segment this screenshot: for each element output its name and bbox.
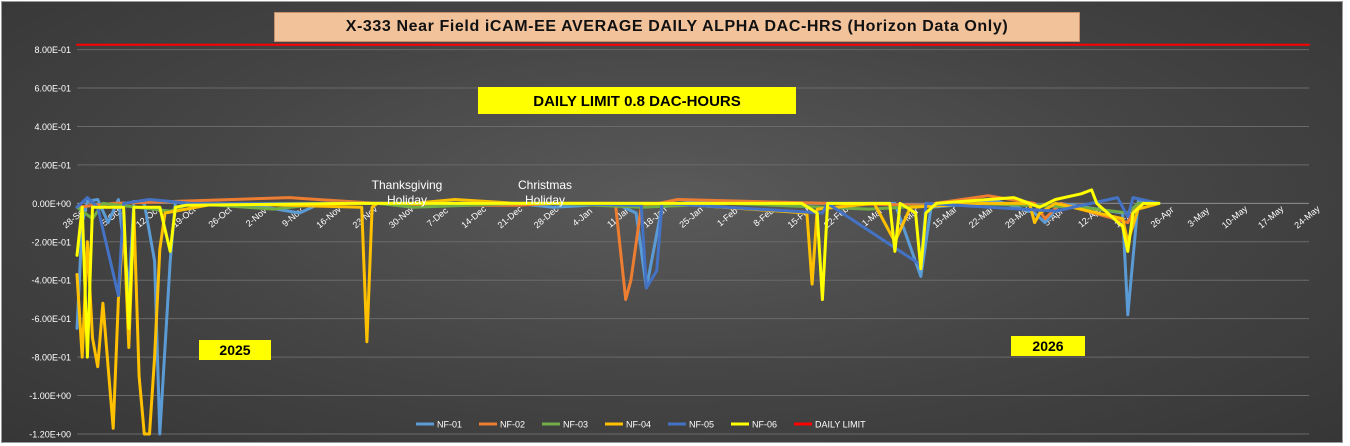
annotation-box — [1011, 336, 1085, 356]
annotation-label: 2026 — [1032, 338, 1063, 354]
series-line-nf-05 — [75, 196, 1161, 298]
x-tick-label: 26-Apr — [1149, 205, 1176, 230]
y-tick-label: -2.00E-01 — [31, 237, 71, 247]
annotation-box — [478, 87, 796, 114]
x-tick-label: 21-Dec — [496, 204, 525, 231]
x-tick-label: 24-May — [1292, 203, 1322, 230]
holiday-annotation: Thanksgiving — [372, 178, 443, 192]
x-tick-label: 17-May — [1256, 203, 1286, 230]
y-tick-label: -1.00E+00 — [29, 391, 71, 401]
annotation-label: DAILY LIMIT 0.8 DAC-HOURS — [533, 93, 741, 110]
x-tick-label: 3-May — [1186, 205, 1212, 229]
y-tick-label: 0.00E+00 — [32, 199, 71, 209]
x-tick-label: 25-Jan — [677, 204, 705, 229]
x-tick-label: 14-Dec — [459, 204, 488, 231]
legend-label: NF-02 — [500, 420, 525, 430]
y-tick-label: 6.00E-01 — [34, 84, 71, 94]
series-line-nf-06 — [75, 188, 1161, 359]
x-tick-label: 26-Oct — [206, 204, 234, 229]
legend-label: NF-05 — [689, 420, 714, 430]
holiday-annotation: Holiday — [387, 193, 427, 207]
chart-title-box: X-333 Near Field iCAM-EE AVERAGE DAILY A… — [274, 12, 1080, 42]
x-tick-label: 4-Jan — [571, 206, 595, 228]
x-tick-label: 7-Dec — [425, 205, 450, 228]
y-tick-label: 4.00E-01 — [34, 122, 71, 132]
holiday-annotation: Christmas — [518, 178, 572, 192]
y-tick-label: 8.00E-01 — [34, 45, 71, 55]
y-tick-label: -6.00E-01 — [31, 314, 71, 324]
series-line-nf-04 — [75, 198, 1161, 436]
annotation-label: 2025 — [219, 342, 250, 358]
legend-label: DAILY LIMIT — [815, 420, 866, 430]
y-tick-label: -8.00E-01 — [31, 353, 71, 363]
y-tick-label: -1.20E+00 — [29, 430, 71, 440]
x-tick-label: 10-May — [1220, 203, 1250, 230]
chart-title: X-333 Near Field iCAM-EE AVERAGE DAILY A… — [345, 18, 1009, 35]
legend-label: NF-06 — [752, 420, 777, 430]
y-tick-label: 2.00E-01 — [34, 160, 71, 170]
y-tick-label: -4.00E-01 — [31, 276, 71, 286]
legend-label: NF-04 — [626, 420, 651, 430]
legend-label: NF-03 — [563, 420, 588, 430]
annotation-box — [199, 340, 271, 360]
legend-label: NF-01 — [437, 420, 462, 430]
holiday-annotation: Holiday — [525, 193, 565, 207]
